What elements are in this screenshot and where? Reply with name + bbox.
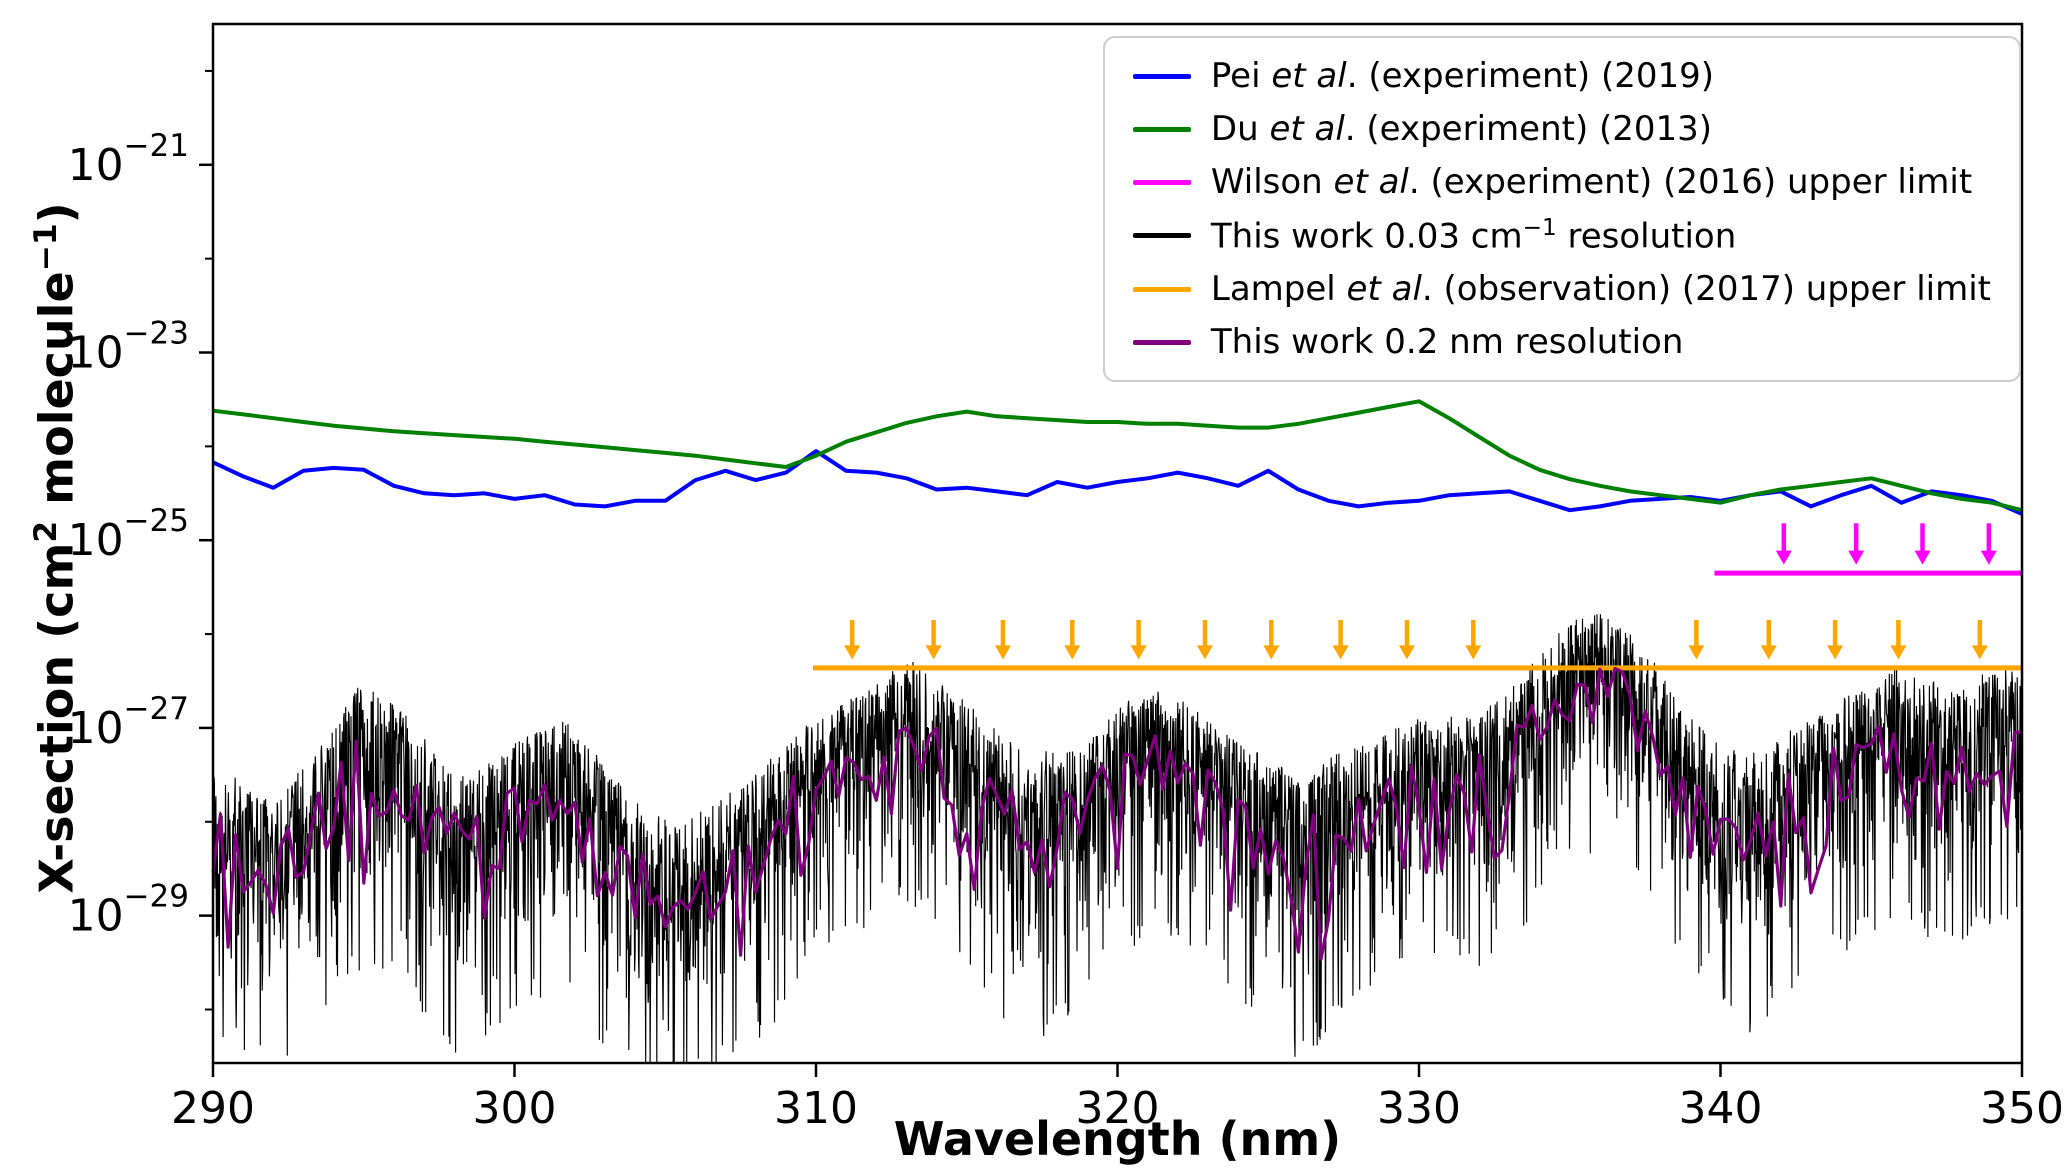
y-axis-label-text: X-section (cm xyxy=(29,542,84,894)
legend-label-part: et al xyxy=(1271,56,1347,96)
legend-label-lampel2017: Lampel et al. (observation) (2017) upper… xyxy=(1211,269,1991,309)
legend-label-thiswork_003: This work 0.03 cm−1 resolution xyxy=(1211,215,1736,256)
legend-label-part: et al xyxy=(1333,162,1409,202)
x-tick-label: 320 xyxy=(1076,1083,1160,1134)
legend-label-du2013: Du et al. (experiment) (2013) xyxy=(1211,109,1712,149)
x-tick-label: 310 xyxy=(774,1083,858,1134)
series-line-pei2019 xyxy=(212,449,2023,516)
down-arrow-head xyxy=(1064,645,1081,660)
x-tick-label: 290 xyxy=(171,1083,255,1134)
y-tick-label: 10−21 xyxy=(68,128,189,191)
down-arrow-head xyxy=(1465,645,1482,660)
legend-label-part: et al xyxy=(1346,269,1422,310)
y-tick-label: 10−27 xyxy=(68,691,189,754)
down-arrow-head xyxy=(1196,645,1213,660)
legend-swatch-thiswork_02 xyxy=(1132,339,1191,345)
down-arrow-head xyxy=(1890,645,1907,660)
x-tick-label: 330 xyxy=(1377,1083,1461,1134)
down-arrow-head xyxy=(1914,550,1931,565)
legend-swatch-wilson2016 xyxy=(1132,179,1191,185)
legend: Pei et al. (experiment) (2019) Du et al. … xyxy=(1102,36,2021,383)
legend-label-part: . (experiment) (2016) upper limit xyxy=(1408,162,1973,202)
legend-swatch-lampel2017 xyxy=(1132,286,1191,292)
down-arrow-head xyxy=(1398,645,1415,660)
legend-label-part: Pei xyxy=(1210,56,1272,96)
legend-swatch-pei2019 xyxy=(1132,73,1191,79)
x-tick-label: 300 xyxy=(473,1083,557,1134)
legend-label-part: This work 0.03 cm xyxy=(1210,216,1523,257)
y-tick-label: 10−23 xyxy=(68,316,189,379)
y-tick-label: 10−29 xyxy=(68,879,189,942)
y-axis-label-sup-minus1: −1 xyxy=(28,223,64,272)
y-axis-label: X-section (cm2 molecule−1) xyxy=(28,28,88,1068)
legend-label-part: Du xyxy=(1210,109,1270,149)
x-tick-label: 350 xyxy=(1980,1083,2064,1134)
down-arrow-head xyxy=(1688,645,1705,660)
plot-frame xyxy=(211,22,2024,1065)
down-arrow-head xyxy=(1971,645,1988,660)
legend-item-wilson2016: Wilson et al. (experiment) (2016) upper … xyxy=(1132,162,1991,202)
down-arrow-head xyxy=(1848,550,1865,565)
down-arrow-head xyxy=(994,645,1011,660)
y-tick-label: 10−25 xyxy=(68,503,189,566)
legend-label-part: −1 xyxy=(1522,215,1557,241)
legend-label-part: . (observation) (2017) upper limit xyxy=(1421,269,1991,310)
legend-swatch-thiswork_003 xyxy=(1132,233,1191,239)
legend-item-lampel2017: Lampel et al. (observation) (2017) upper… xyxy=(1132,269,1991,309)
x-tick-label: 340 xyxy=(1679,1083,1763,1134)
series-line-thiswork_02 xyxy=(211,666,2023,961)
legend-item-pei2019: Pei et al. (experiment) (2019) xyxy=(1132,56,1991,96)
down-arrow-head xyxy=(1130,645,1147,660)
down-arrow-head xyxy=(1760,645,1777,660)
legend-item-thiswork_02: This work 0.2 nm resolution xyxy=(1132,322,1991,362)
down-arrow-head xyxy=(1980,550,1997,565)
down-arrow-head xyxy=(1827,645,1844,660)
legend-label-part: This work 0.2 nm resolution xyxy=(1210,322,1684,363)
y-axis-label-sup-2: 2 xyxy=(28,520,64,543)
legend-label-part: . (experiment) (2019) xyxy=(1346,56,1714,96)
legend-label-part: resolution xyxy=(1556,216,1737,257)
down-arrow-head xyxy=(844,645,861,660)
legend-label-part: . (experiment) (2013) xyxy=(1344,109,1713,149)
down-arrow-head xyxy=(1775,550,1792,565)
y-axis-label-text-2: molecule xyxy=(29,271,84,521)
legend-item-du2013: Du et al. (experiment) (2013) xyxy=(1132,109,1991,149)
legend-label-part: Lampel xyxy=(1210,269,1347,310)
legend-label-wilson2016: Wilson et al. (experiment) (2016) upper … xyxy=(1211,162,1972,202)
down-arrow-head xyxy=(1263,645,1280,660)
down-arrow-head xyxy=(925,645,942,660)
down-arrow-head xyxy=(1332,645,1349,660)
series-line-thiswork_003 xyxy=(212,614,2023,1063)
legend-item-thiswork_003: This work 0.03 cm−1 resolution xyxy=(1132,215,1991,256)
legend-label-thiswork_02: This work 0.2 nm resolution xyxy=(1211,322,1684,362)
legend-label-pei2019: Pei et al. (experiment) (2019) xyxy=(1211,56,1714,96)
axes: 10−21 10−23 10−25 10−27 10−29 290 300 310 320 330… xyxy=(68,69,2064,1134)
x-axis-label: Wavelength (nm) xyxy=(893,1112,1342,1166)
y-axis-label-text-3: ) xyxy=(29,202,84,224)
legend-swatch-du2013 xyxy=(1132,126,1191,132)
legend-label-part: Wilson xyxy=(1210,162,1334,202)
series-line-du2013 xyxy=(212,399,2023,513)
legend-label-part: et al xyxy=(1269,109,1345,149)
